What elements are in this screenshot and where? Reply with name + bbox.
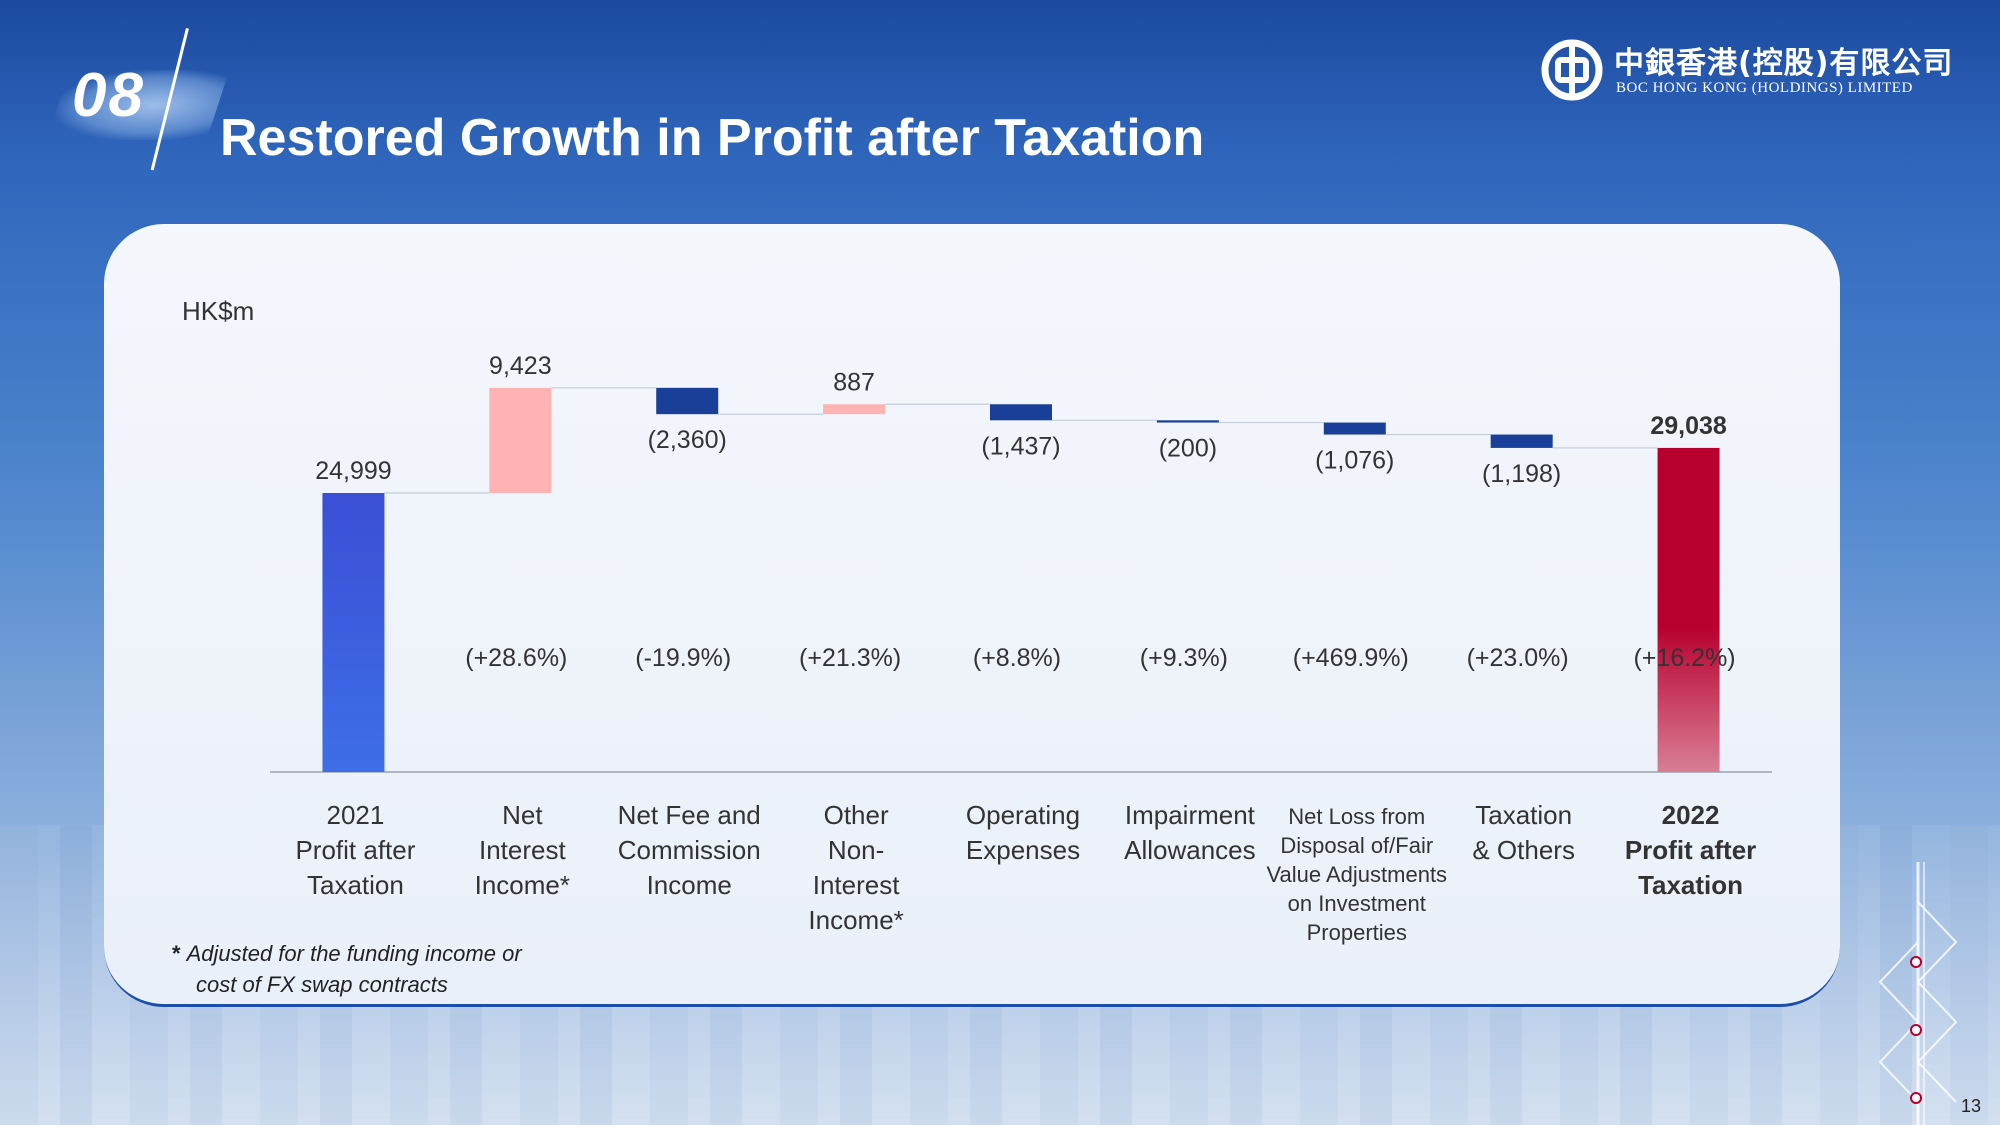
value-label-0: 24,999 bbox=[315, 457, 391, 485]
value-label-7: (1,198) bbox=[1482, 460, 1561, 488]
page-title: Restored Growth in Profit after Taxation bbox=[220, 109, 1205, 167]
company-name-english: BOC HONG KONG (HOLDINGS) LIMITED bbox=[1616, 80, 1913, 96]
page-number: 13 bbox=[1961, 1096, 1982, 1116]
change-label-4: (+8.8%) bbox=[973, 644, 1061, 672]
section-number: 08 bbox=[72, 61, 145, 130]
footnote: * Adjusted for the funding income or cost… bbox=[172, 938, 522, 1000]
category-label-7: Taxation & Others bbox=[1472, 800, 1575, 865]
category-label-5: Impairment Allowances bbox=[1124, 800, 1256, 865]
category-label-3: Other Non-Interest Income* bbox=[808, 800, 903, 935]
waterfall-bar-2 bbox=[656, 387, 719, 415]
waterfall-bar-8 bbox=[1657, 447, 1720, 772]
boc-logo-icon bbox=[1541, 39, 1603, 101]
value-label-5: (200) bbox=[1159, 435, 1217, 463]
category-label-6: Net Loss from Disposal of/Fair Value Adjus… bbox=[1266, 804, 1447, 945]
category-label-2: Net Fee and Commission Income bbox=[618, 800, 761, 900]
value-label-6: (1,076) bbox=[1315, 447, 1394, 475]
company-logo: 中銀香港(控股)有限公司 BOC HONG KONG (HOLDINGS) LI… bbox=[1540, 38, 1960, 104]
footnote-line-2: cost of FX swap contracts bbox=[196, 972, 448, 997]
section-number-badge: 08 bbox=[46, 60, 230, 140]
change-label-6: (+469.9%) bbox=[1293, 644, 1409, 672]
category-label-0: 2021 Profit after Taxation bbox=[295, 800, 415, 900]
chart-panel bbox=[104, 224, 1840, 1007]
value-label-4: (1,437) bbox=[981, 432, 1060, 460]
change-label-7: (+23.0%) bbox=[1467, 644, 1569, 672]
company-name-chinese: 中銀香港(控股)有限公司 bbox=[1614, 46, 1954, 81]
change-label-8: (+16.2%) bbox=[1633, 644, 1735, 672]
change-label-2: (-19.9%) bbox=[635, 644, 731, 672]
footnote-line-1: Adjusted for the funding income or bbox=[186, 941, 522, 966]
waterfall-bar-1 bbox=[489, 387, 552, 493]
waterfall-bar-3 bbox=[823, 404, 886, 415]
waterfall-bar-6 bbox=[1323, 422, 1386, 435]
waterfall-bar-7 bbox=[1490, 434, 1553, 448]
category-label-4: Operating Expenses bbox=[966, 800, 1080, 865]
category-label-1: Net Interest Income* bbox=[475, 800, 570, 900]
category-label-8: 2022 Profit after Taxation bbox=[1625, 800, 1756, 900]
value-label-3: 887 bbox=[833, 368, 875, 396]
waterfall-bar-5 bbox=[1156, 420, 1219, 423]
waterfall-bar-0 bbox=[322, 492, 385, 772]
waterfall-bar-4 bbox=[990, 404, 1052, 421]
footnote-marker: * bbox=[172, 941, 181, 966]
value-label-1: 9,423 bbox=[489, 352, 552, 380]
tower-decoration bbox=[1878, 862, 1958, 1125]
change-label-1: (+28.6%) bbox=[465, 644, 567, 672]
change-label-5: (+9.3%) bbox=[1140, 644, 1228, 672]
value-label-8: 29,038 bbox=[1650, 412, 1727, 440]
value-label-2: (2,360) bbox=[648, 426, 727, 454]
unit-label: HK$m bbox=[182, 296, 255, 326]
change-label-3: (+21.3%) bbox=[799, 644, 901, 672]
